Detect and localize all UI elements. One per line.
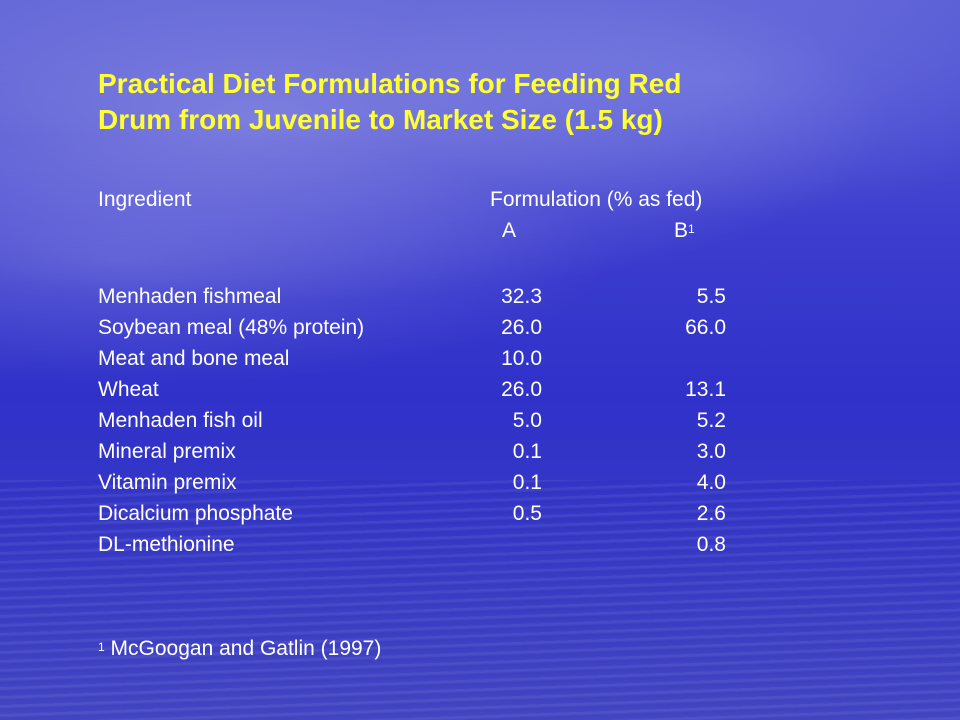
row-ingredient: Menhaden fish oil — [98, 409, 263, 432]
header-col-b-label: B — [674, 219, 689, 242]
header-col-b-footnote-marker: 1 — [688, 222, 695, 236]
row-ingredient: DL-methionine — [98, 533, 235, 556]
footnote: 1 McGoogan and Gatlin (1997) — [98, 635, 381, 663]
row-value-a: 26.0 — [501, 378, 542, 401]
title-line-1: Practical Diet Formulations for Feeding … — [98, 68, 682, 99]
row-ingredient: Soybean meal (48% protein) — [98, 316, 365, 339]
row-value-b: 13.1 — [685, 378, 726, 401]
row-value-a: 0.1 — [512, 440, 542, 463]
footnote-text: McGoogan and Gatlin (1997) — [110, 637, 382, 660]
row-value-a: 26.0 — [501, 316, 542, 339]
row-value-b: 5.5 — [696, 285, 726, 308]
row-value-a: 32.3 — [501, 285, 542, 308]
row-value-b: 2.6 — [696, 502, 726, 525]
header-col-a: A — [502, 219, 517, 242]
row-ingredient: Meat and bone meal — [98, 347, 290, 370]
header-formulation: Formulation (% as fed) — [490, 188, 703, 211]
row-value-b: 66.0 — [685, 316, 726, 339]
row-value-a: 5.0 — [512, 409, 542, 432]
row-value-b: 3.0 — [696, 440, 726, 463]
slide-title: Practical Diet Formulations for Feeding … — [98, 66, 918, 138]
header-ingredient: Ingredient — [98, 188, 192, 211]
footnote-marker: 1 — [98, 640, 105, 654]
header-col-b: B1 — [674, 217, 695, 245]
title-line-2: Drum from Juvenile to Market Size (1.5 k… — [98, 104, 663, 135]
row-ingredient: Dicalcium phosphate — [98, 502, 293, 525]
row-ingredient: Wheat — [98, 378, 159, 401]
row-value-a: 0.5 — [512, 502, 542, 525]
row-value-a: 0.1 — [512, 471, 542, 494]
row-value-b: 0.8 — [696, 533, 726, 556]
background-water — [0, 480, 960, 720]
row-value-a: 10.0 — [501, 347, 542, 370]
row-ingredient: Vitamin premix — [98, 471, 237, 494]
row-ingredient: Menhaden fishmeal — [98, 285, 282, 308]
row-value-b: 4.0 — [696, 471, 726, 494]
row-value-b: 5.2 — [696, 409, 726, 432]
row-ingredient: Mineral premix — [98, 440, 236, 463]
